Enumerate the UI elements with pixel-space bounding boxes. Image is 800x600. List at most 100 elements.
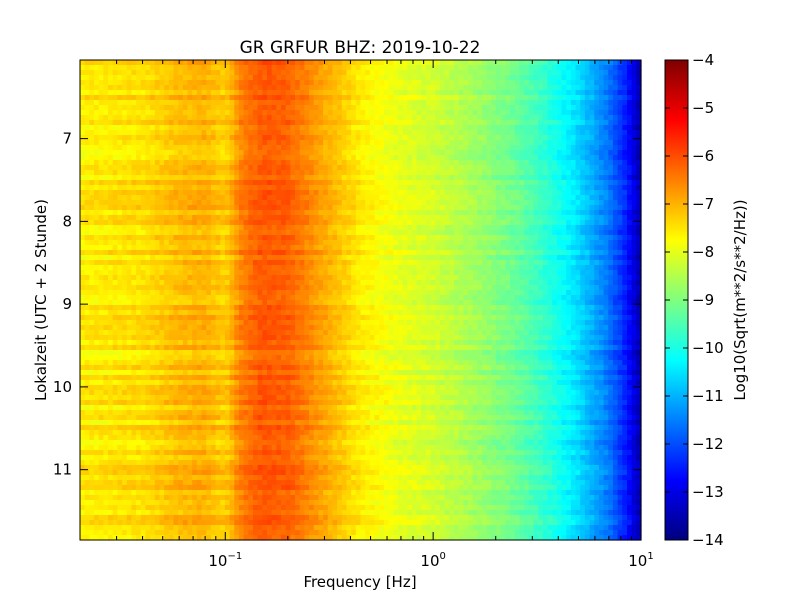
heatmap-cell	[117, 245, 123, 251]
heatmap-cell	[430, 205, 436, 211]
heatmap-cell	[224, 195, 231, 201]
heatmap-cell	[626, 220, 633, 226]
heatmap-cell	[257, 185, 263, 191]
heatmap-cell	[351, 180, 357, 186]
heatmap-cell	[491, 75, 497, 81]
heatmap-cell	[140, 65, 147, 71]
heatmap-cell	[196, 110, 203, 116]
heatmap-cell	[248, 125, 254, 131]
heatmap-cell	[505, 260, 511, 266]
heatmap-cell	[458, 145, 464, 151]
heatmap-cell	[556, 65, 563, 71]
heatmap-cell	[458, 225, 464, 231]
heatmap-cell	[145, 190, 151, 196]
heatmap-cell	[402, 220, 408, 226]
heatmap-cell	[252, 190, 259, 196]
heatmap-cell	[416, 85, 422, 91]
heatmap-cell	[468, 160, 474, 166]
heatmap-cell	[318, 145, 324, 151]
heatmap-cell	[383, 250, 390, 256]
heatmap-cell	[491, 90, 497, 96]
heatmap-cell	[617, 145, 623, 151]
heatmap-cell	[397, 215, 404, 221]
heatmap-cell	[533, 75, 539, 81]
heatmap-cell	[622, 250, 628, 256]
heatmap-cell	[173, 165, 179, 171]
heatmap-cell	[369, 245, 376, 251]
heatmap-cell	[589, 130, 595, 136]
heatmap-cell	[454, 125, 460, 131]
heatmap-cell	[299, 215, 305, 221]
heatmap-cell	[500, 250, 507, 256]
heatmap-cell	[262, 200, 268, 206]
heatmap-cell	[341, 205, 348, 211]
heatmap-cell	[234, 230, 240, 236]
heatmap-cell	[159, 200, 165, 206]
heatmap-cell	[238, 195, 245, 201]
heatmap-cell	[369, 80, 376, 86]
heatmap-cell	[486, 155, 492, 161]
heatmap-cell	[510, 170, 516, 176]
heatmap-cell	[220, 225, 226, 231]
heatmap-cell	[285, 220, 291, 226]
heatmap-cell	[402, 125, 408, 131]
heatmap-cell	[229, 235, 235, 241]
heatmap-cell	[510, 255, 516, 261]
heatmap-cell	[112, 175, 118, 181]
heatmap-cell	[468, 250, 474, 256]
heatmap-cell	[89, 200, 95, 206]
heatmap-cell	[201, 240, 207, 246]
heatmap-cell	[248, 85, 254, 91]
heatmap-cell	[267, 175, 273, 181]
heatmap-cell	[355, 120, 362, 126]
heatmap-cell	[262, 145, 268, 151]
heatmap-cell	[360, 180, 366, 186]
heatmap-cell	[341, 200, 348, 206]
heatmap-cell	[617, 255, 623, 261]
heatmap-cell	[435, 170, 441, 176]
heatmap-cell	[281, 160, 287, 166]
heatmap-cell	[323, 245, 329, 251]
heatmap-cell	[622, 220, 628, 226]
heatmap-cell	[168, 90, 175, 96]
heatmap-cell	[496, 220, 502, 226]
heatmap-cell	[430, 150, 436, 156]
heatmap-cell	[276, 170, 282, 176]
heatmap-cell	[439, 95, 446, 101]
heatmap-cell	[584, 115, 591, 121]
heatmap-cell	[407, 210, 413, 216]
heatmap-cell	[229, 60, 235, 66]
heatmap-cell	[337, 215, 343, 221]
heatmap-cell	[337, 165, 343, 171]
heatmap-cell	[103, 240, 109, 246]
heatmap-cell	[570, 165, 577, 171]
heatmap-cell	[636, 240, 642, 246]
heatmap-cell	[192, 260, 198, 266]
heatmap-cell	[318, 220, 324, 226]
heatmap-cell	[496, 255, 502, 261]
heatmap-cell	[341, 110, 348, 116]
heatmap-cell	[603, 110, 609, 116]
heatmap-cell	[496, 85, 502, 91]
heatmap-cell	[636, 230, 642, 236]
heatmap-cell	[103, 140, 109, 146]
heatmap-cell	[561, 235, 567, 241]
heatmap-cell	[603, 260, 609, 266]
heatmap-cell	[547, 70, 553, 76]
heatmap-cell	[178, 195, 184, 201]
heatmap-cell	[140, 125, 147, 131]
heatmap-cell	[617, 130, 623, 136]
heatmap-cell	[201, 210, 207, 216]
heatmap-cell	[355, 80, 362, 86]
heatmap-cell	[416, 140, 422, 146]
heatmap-cell	[136, 175, 142, 181]
heatmap-cell	[196, 240, 203, 246]
heatmap-cell	[514, 260, 521, 266]
heatmap-cell	[201, 175, 207, 181]
heatmap-cell	[439, 85, 446, 91]
heatmap-cell	[393, 90, 399, 96]
heatmap-cell	[136, 200, 142, 206]
heatmap-cell	[561, 190, 567, 196]
heatmap-cell	[164, 70, 170, 76]
heatmap-cell	[584, 145, 591, 151]
